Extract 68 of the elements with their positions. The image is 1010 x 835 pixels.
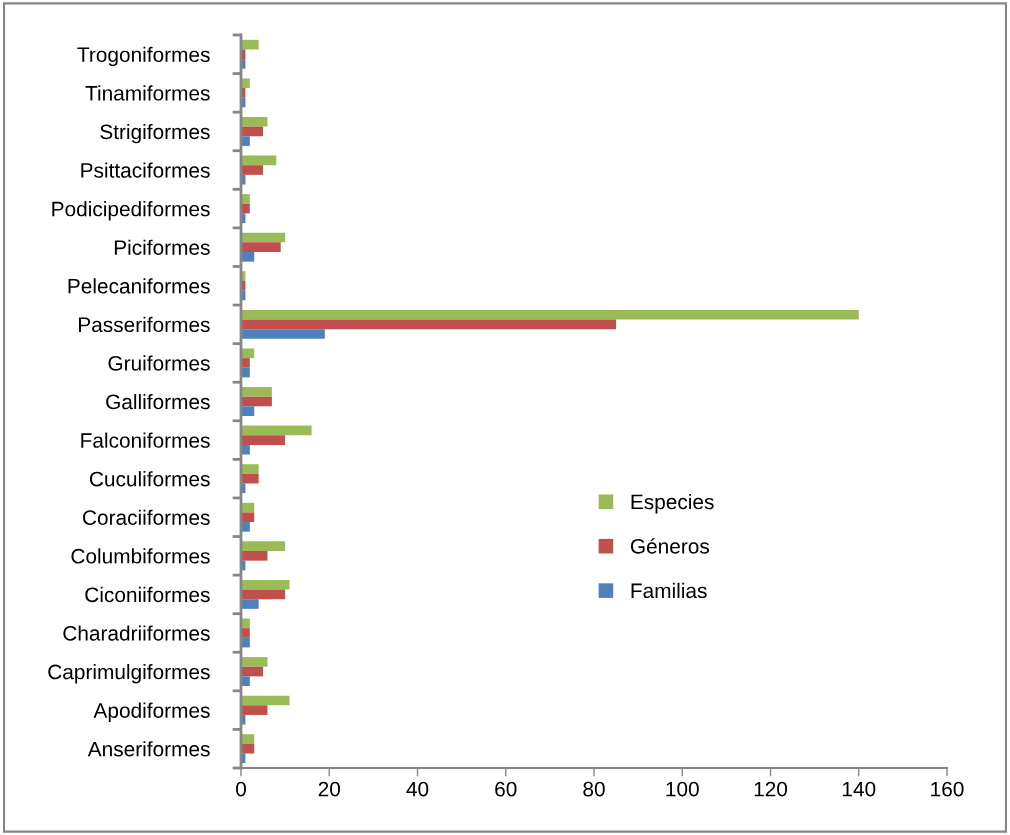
bar	[241, 232, 286, 243]
y-tick-label: Piciformes	[114, 239, 210, 255]
y-tick-label: Tinamiformes	[85, 85, 210, 101]
bar	[241, 78, 250, 89]
x-tick-label: 140	[842, 781, 876, 797]
x-tick-label: 100	[666, 781, 699, 797]
bar	[241, 319, 617, 330]
bar	[241, 550, 268, 561]
bar	[241, 743, 255, 754]
y-tick-label: Anseriformes	[87, 741, 210, 757]
y-tick-label: Caprimulgiformes	[48, 664, 210, 684]
bar	[241, 252, 255, 262]
bar	[241, 39, 259, 50]
bar	[241, 136, 250, 146]
bar	[241, 435, 286, 445]
y-tick-label: Cuculiformes	[89, 471, 210, 487]
y-tick-label: Coraciiformes	[83, 509, 210, 525]
x-tick-label: 80	[583, 781, 605, 797]
y-tick-label: Apodiformes	[93, 702, 210, 722]
legend-label: Familias	[631, 582, 707, 599]
bar	[241, 657, 268, 667]
bar	[241, 522, 250, 532]
y-tick-label: Psittaciformes	[81, 162, 210, 178]
bar	[241, 425, 312, 436]
bar	[241, 396, 272, 407]
bar	[241, 155, 277, 166]
y-tick-label: Ciconiiformes	[85, 586, 210, 603]
x-tick-label: 120	[754, 781, 788, 797]
y-tick-label: Galliformes	[106, 393, 210, 410]
bar	[241, 406, 255, 416]
x-tick-label: 160	[931, 781, 964, 797]
y-tick-label: Trogoniformes	[77, 46, 210, 67]
bar	[241, 464, 259, 474]
x-tick-label: 40	[406, 781, 429, 797]
y-tick-label: Charadriiformes	[63, 625, 210, 641]
bar	[241, 348, 255, 359]
bar	[241, 589, 286, 600]
legend-label: Géneros	[630, 538, 710, 554]
bar	[241, 734, 255, 744]
bar	[241, 194, 250, 204]
bar	[241, 358, 250, 368]
x-tick-label: 20	[318, 781, 341, 797]
bar	[241, 329, 325, 339]
bar	[241, 599, 259, 609]
bar	[241, 473, 259, 484]
x-tick-label: 0	[236, 781, 246, 797]
bar	[241, 705, 268, 715]
bar	[241, 242, 281, 253]
bar	[241, 512, 255, 523]
y-tick-label: Gruiformes	[108, 355, 210, 371]
legend-label: Especies	[631, 493, 714, 514]
y-tick-label: Strigiformes	[100, 123, 210, 144]
y-tick-label: Podicipediformes	[52, 201, 210, 221]
bar	[241, 309, 859, 320]
x-tick-label: 60	[495, 781, 517, 797]
y-tick-label: Pelecaniformes	[68, 278, 210, 294]
bar	[241, 695, 290, 706]
bar	[241, 628, 250, 638]
bar	[241, 579, 290, 590]
bar	[241, 541, 286, 551]
bar	[241, 676, 250, 687]
y-tick-label: Falconiformes	[81, 432, 210, 448]
y-tick-label: Passeriformes	[79, 316, 210, 333]
bar	[241, 165, 264, 175]
bar	[241, 387, 272, 397]
y-tick-label: Columbiformes	[71, 548, 210, 564]
bar	[241, 116, 268, 127]
bar	[241, 444, 250, 455]
